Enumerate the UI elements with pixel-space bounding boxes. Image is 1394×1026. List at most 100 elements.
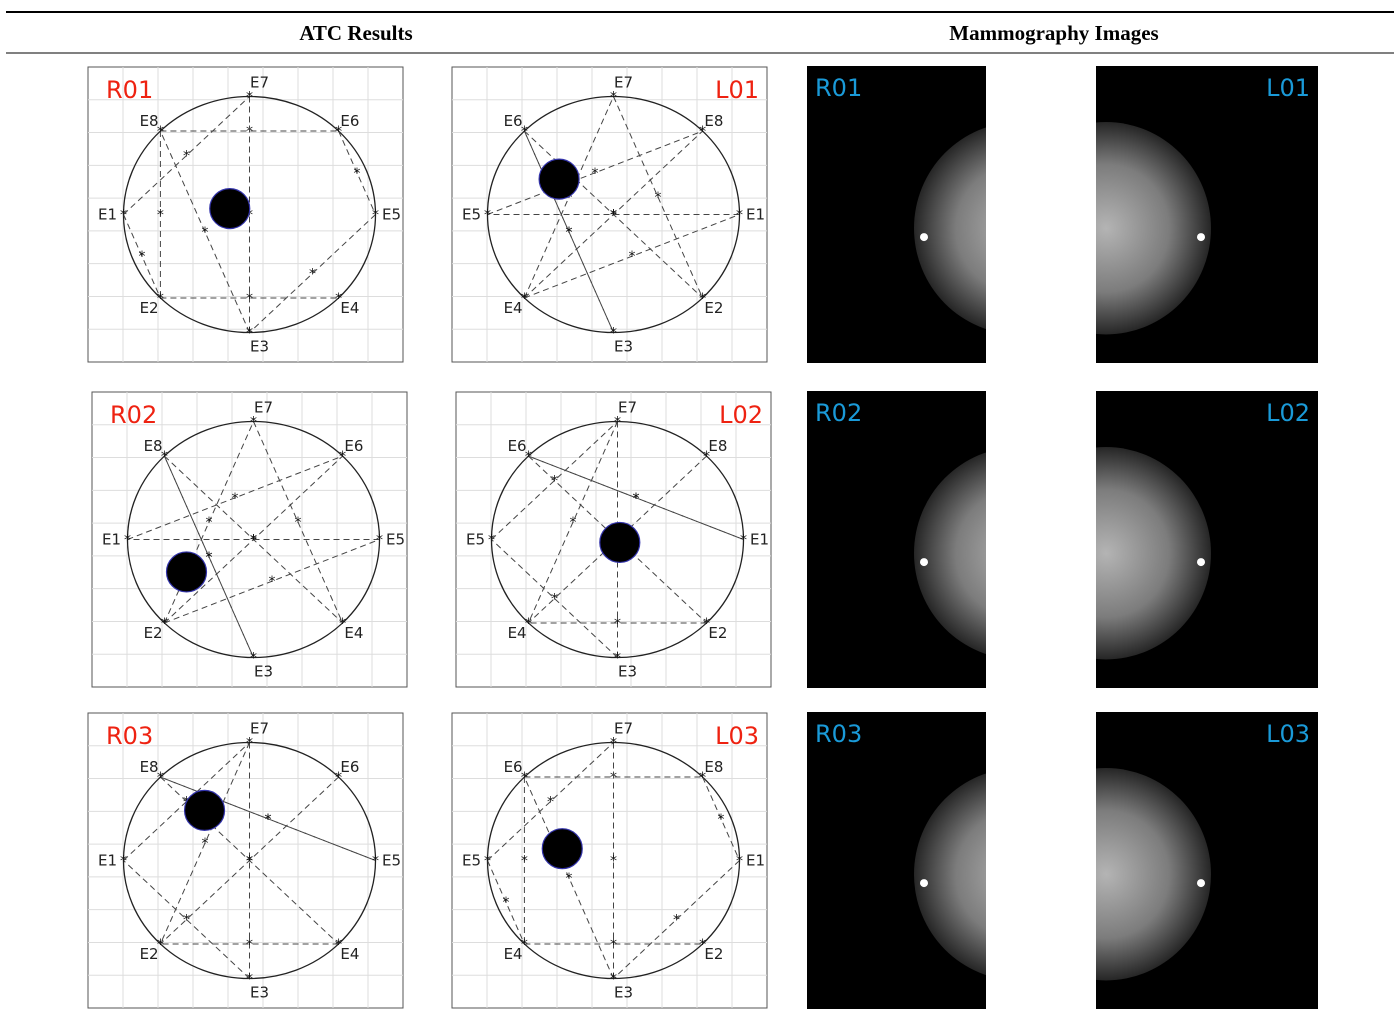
electrode-label: E3 [250,984,269,1002]
electrode-label: E5 [466,531,485,549]
electrode-label: E8 [144,437,163,455]
atc-panel: **********E1*E8*E7*E6*E5*E4*E3*E2R02 [92,392,407,687]
electrode-label: E2 [140,299,159,317]
electrode-label: E7 [618,399,637,417]
electrode-label: E2 [144,624,163,642]
column-header: Mammography Images [949,21,1158,45]
tumor [542,829,582,869]
crossing-mark: * [610,208,617,224]
electrode-label: E3 [614,984,633,1002]
electrode-label: E1 [98,206,117,224]
electrode-label: E5 [462,852,481,870]
electrode-label: E3 [254,663,273,681]
crossing-mark: * [610,854,617,870]
crossing-mark: * [309,267,316,283]
panel-label: R01 [106,76,153,104]
image-label: R03 [815,720,862,748]
tumor [210,189,250,229]
image-label: L03 [1266,720,1310,748]
electrode-label: E3 [618,663,637,681]
tumor [539,159,579,199]
mammogram: L03 [986,712,1318,1009]
crossing-mark: * [632,491,639,507]
image-label: L02 [1266,399,1310,427]
crossing-mark: * [551,592,558,608]
nipple-marker [1197,558,1205,566]
crossing-mark: * [628,249,635,265]
crossing-mark: * [232,491,239,507]
atc-panel: **********E5*E6*E7*E8*E1*E2*E3*E4L01 [452,67,767,362]
electrode-label: E4 [504,945,523,963]
electrode-label: E2 [140,945,159,963]
electrode-marker: * [484,854,491,870]
crossing-mark: * [205,550,212,566]
electrode-marker: * [246,90,253,106]
figure: ATC Results Mammography Images * * * * * * * * *… [0,0,1394,1026]
electrode-label: E6 [344,437,363,455]
electrode-label: E1 [746,206,765,224]
electrode-label: E6 [340,112,359,130]
nipple-marker [920,233,928,241]
crossing-mark: * [138,249,145,265]
crossing-mark: * [157,208,164,224]
electrode-label: E4 [340,299,359,317]
electrode-label: E7 [254,399,273,417]
nipple-marker [1197,233,1205,241]
tumor [167,552,207,592]
electrode-marker: * [376,533,383,549]
image-mask [986,712,1096,1009]
image-mask [986,66,1096,363]
electrode-label: E7 [614,720,633,738]
electrode-marker: * [246,736,253,752]
crossing-mark: * [246,937,253,953]
electrode-label: E4 [344,624,363,642]
electrode-label: E8 [704,758,723,776]
electrode-label: E8 [704,112,723,130]
crossing-mark: * [565,225,572,241]
electrode-marker: * [484,208,491,224]
panel-label: L03 [715,722,759,750]
image-label: R01 [815,74,862,102]
atc-panel: **********E5*E6*E7*E8*E1*E2*E3*E4L02 [456,392,771,687]
tumor [600,522,640,562]
electrode-marker: * [736,854,743,870]
crossing-mark: * [201,836,208,852]
electrode-marker: * [610,90,617,106]
crossing-mark: * [614,616,621,632]
image-mask [986,391,1096,688]
crossing-mark: * [592,166,599,182]
electrode-marker: * [488,533,495,549]
crossing-mark: * [354,166,361,182]
crossing-mark: * [246,854,253,870]
electrode-label: E4 [340,945,359,963]
electrode-label: E5 [462,206,481,224]
nipple-marker [920,558,928,566]
column-header: ATC Results [299,21,412,45]
crossing-mark: * [565,871,572,887]
crossing-mark: * [205,515,212,531]
electrode-label: E1 [750,531,769,549]
crossing-mark: * [268,574,275,590]
electrode-label: E6 [508,437,527,455]
crossing-mark: * [183,913,190,929]
electrode-label: E1 [102,531,121,549]
electrode-label: E6 [504,758,523,776]
electrode-label: E6 [504,112,523,130]
electrode-marker: * [250,415,257,431]
electrode-label: E4 [504,299,523,317]
electrode-label: E4 [508,624,527,642]
electrode-label: E5 [382,206,401,224]
electrode-marker: * [120,854,127,870]
electrode-label: E1 [98,852,117,870]
crossing-mark: * [246,291,253,307]
electrode-marker: * [740,533,747,549]
mammogram: L01 [986,66,1318,363]
panel-label: L01 [715,76,759,104]
crossing-mark: * [673,913,680,929]
crossing-mark: * [521,854,528,870]
crossing-mark: * [547,795,554,811]
crossing-mark: * [183,149,190,165]
crossing-mark: * [718,812,725,828]
electrode-marker: * [120,208,127,224]
crossing-mark: * [295,515,302,531]
